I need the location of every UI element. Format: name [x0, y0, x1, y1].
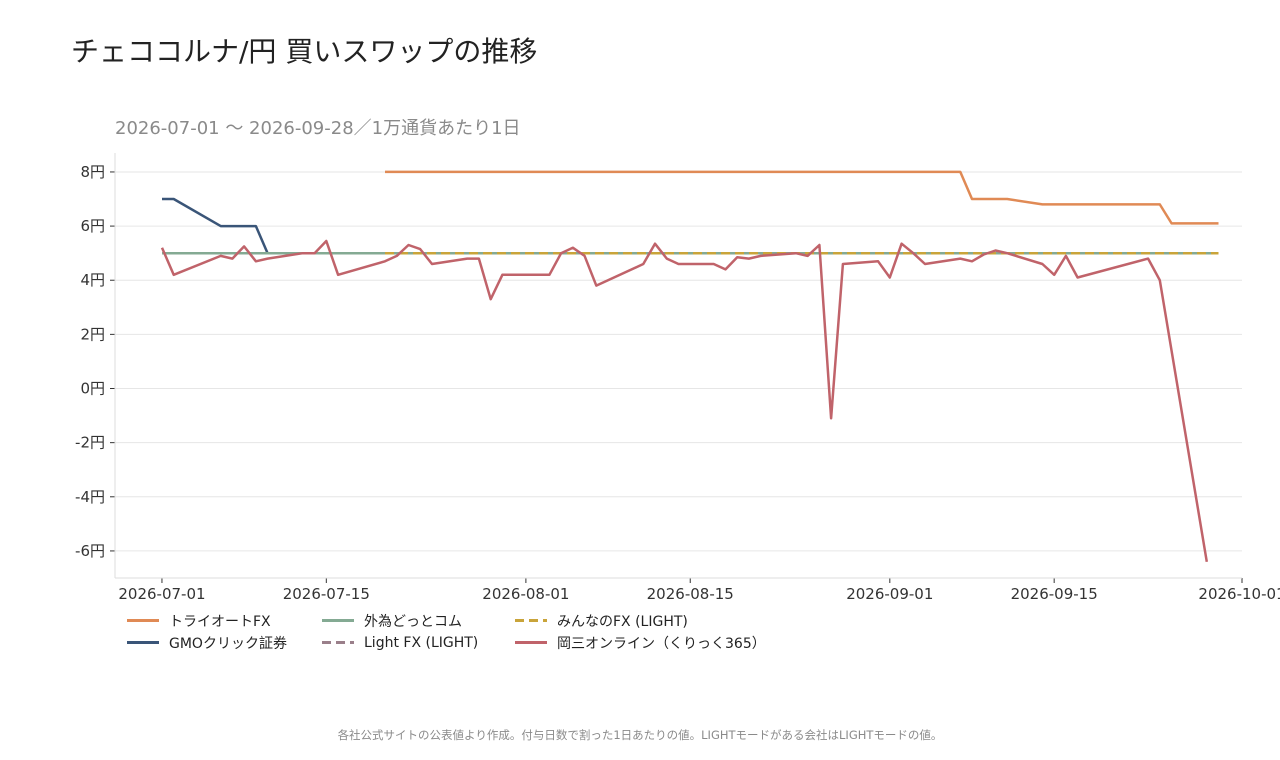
legend-swatch: [127, 619, 159, 622]
legend-label: 外為どっとコム: [364, 613, 462, 630]
legend: トライオートFX 外為どっとコム みんなのFX (LIGHT) GMOクリック証券 Li…: [127, 611, 827, 652]
series-layer: [160, 170, 1219, 563]
x-tick-label: 2026-07-01: [118, 585, 205, 603]
legend-swatch: [127, 641, 159, 644]
legend-item: 岡三オンライン（くりっく365）: [515, 633, 815, 652]
x-tick-label: 2026-07-15: [283, 585, 370, 603]
legend-swatch: [322, 641, 354, 644]
y-tick-label: 0円: [80, 380, 105, 398]
series-line-0: [385, 170, 1219, 225]
legend-item: 外為どっとコム: [322, 611, 515, 630]
x-tick-label: 2026-09-01: [846, 585, 933, 603]
grid-lines: [115, 171, 1242, 552]
legend-label: GMOクリック証券: [169, 635, 287, 652]
legend-item: トライオートFX: [127, 611, 322, 630]
legend-label: トライオートFX: [169, 613, 271, 630]
y-tick-label: 2円: [80, 325, 105, 343]
x-tick-label: 2026-08-15: [647, 585, 734, 603]
y-tick-label: 8円: [80, 163, 105, 181]
legend-item: Light FX (LIGHT): [322, 633, 515, 652]
legend-item: GMOクリック証券: [127, 633, 322, 652]
legend-item: みんなのFX (LIGHT): [515, 611, 815, 630]
y-tick-label: 6円: [80, 217, 105, 235]
legend-label: Light FX (LIGHT): [364, 634, 479, 651]
x-tick-label: 2026-10-01: [1198, 585, 1280, 603]
y-tick-label: 4円: [80, 271, 105, 289]
footnote: 各社公式サイトの公表値より作成。付与日数で割った1日あたりの値。LIGHTモード…: [337, 728, 943, 742]
legend-label: 岡三オンライン（くりっく365）: [557, 635, 766, 652]
x-tick-label: 2026-08-01: [482, 585, 569, 603]
legend-swatch: [515, 619, 547, 622]
y-tick-label: -2円: [75, 434, 105, 452]
legend-swatch: [322, 619, 354, 622]
series-line-5: [160, 239, 1209, 563]
chart-title: チェココルナ/円 買いスワップの推移: [71, 35, 538, 68]
legend-label: みんなのFX (LIGHT): [557, 613, 688, 630]
chart-subtitle: 2026-07-01 〜 2026-09-28／1万通貨あたり1日: [115, 118, 521, 139]
legend-swatch: [515, 641, 547, 644]
y-tick-label: -6円: [75, 542, 105, 560]
x-tick-label: 2026-09-15: [1011, 585, 1098, 603]
axes: [110, 153, 1243, 583]
y-tick-label: -4円: [75, 488, 105, 506]
tick-labels: 8円 6円 4円 2円 0円 -2円 -4円 -6円 2026-07-01 2026-07-15 2…: [75, 163, 1280, 603]
line-chart: 8円 6円 4円 2円 0円 -2円 -4円 -6円 2026-07-01 2026-07-15 2…: [75, 153, 1280, 603]
